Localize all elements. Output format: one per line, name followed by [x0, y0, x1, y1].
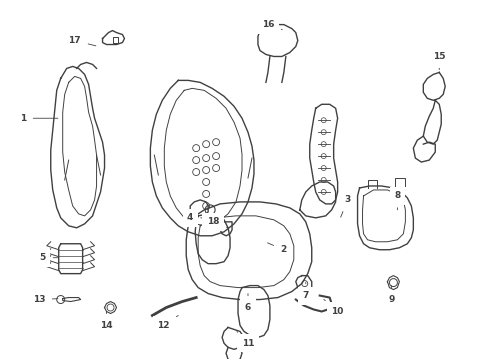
Text: 16: 16 [261, 20, 282, 30]
Text: 8: 8 [393, 192, 400, 210]
Text: 9: 9 [387, 285, 394, 304]
Text: 18: 18 [206, 217, 227, 228]
Text: 11: 11 [237, 332, 254, 348]
Text: 4: 4 [186, 213, 202, 222]
Text: 13: 13 [33, 295, 58, 304]
Text: 17: 17 [68, 36, 96, 46]
Text: 5: 5 [40, 253, 58, 262]
Text: 14: 14 [100, 311, 113, 330]
Text: 15: 15 [432, 52, 445, 69]
Text: 12: 12 [157, 315, 178, 330]
Text: 6: 6 [244, 293, 251, 312]
Text: 2: 2 [267, 243, 286, 254]
Text: 7: 7 [302, 282, 308, 300]
Text: 3: 3 [340, 195, 350, 217]
Text: 10: 10 [323, 300, 343, 316]
Text: 1: 1 [20, 114, 58, 123]
